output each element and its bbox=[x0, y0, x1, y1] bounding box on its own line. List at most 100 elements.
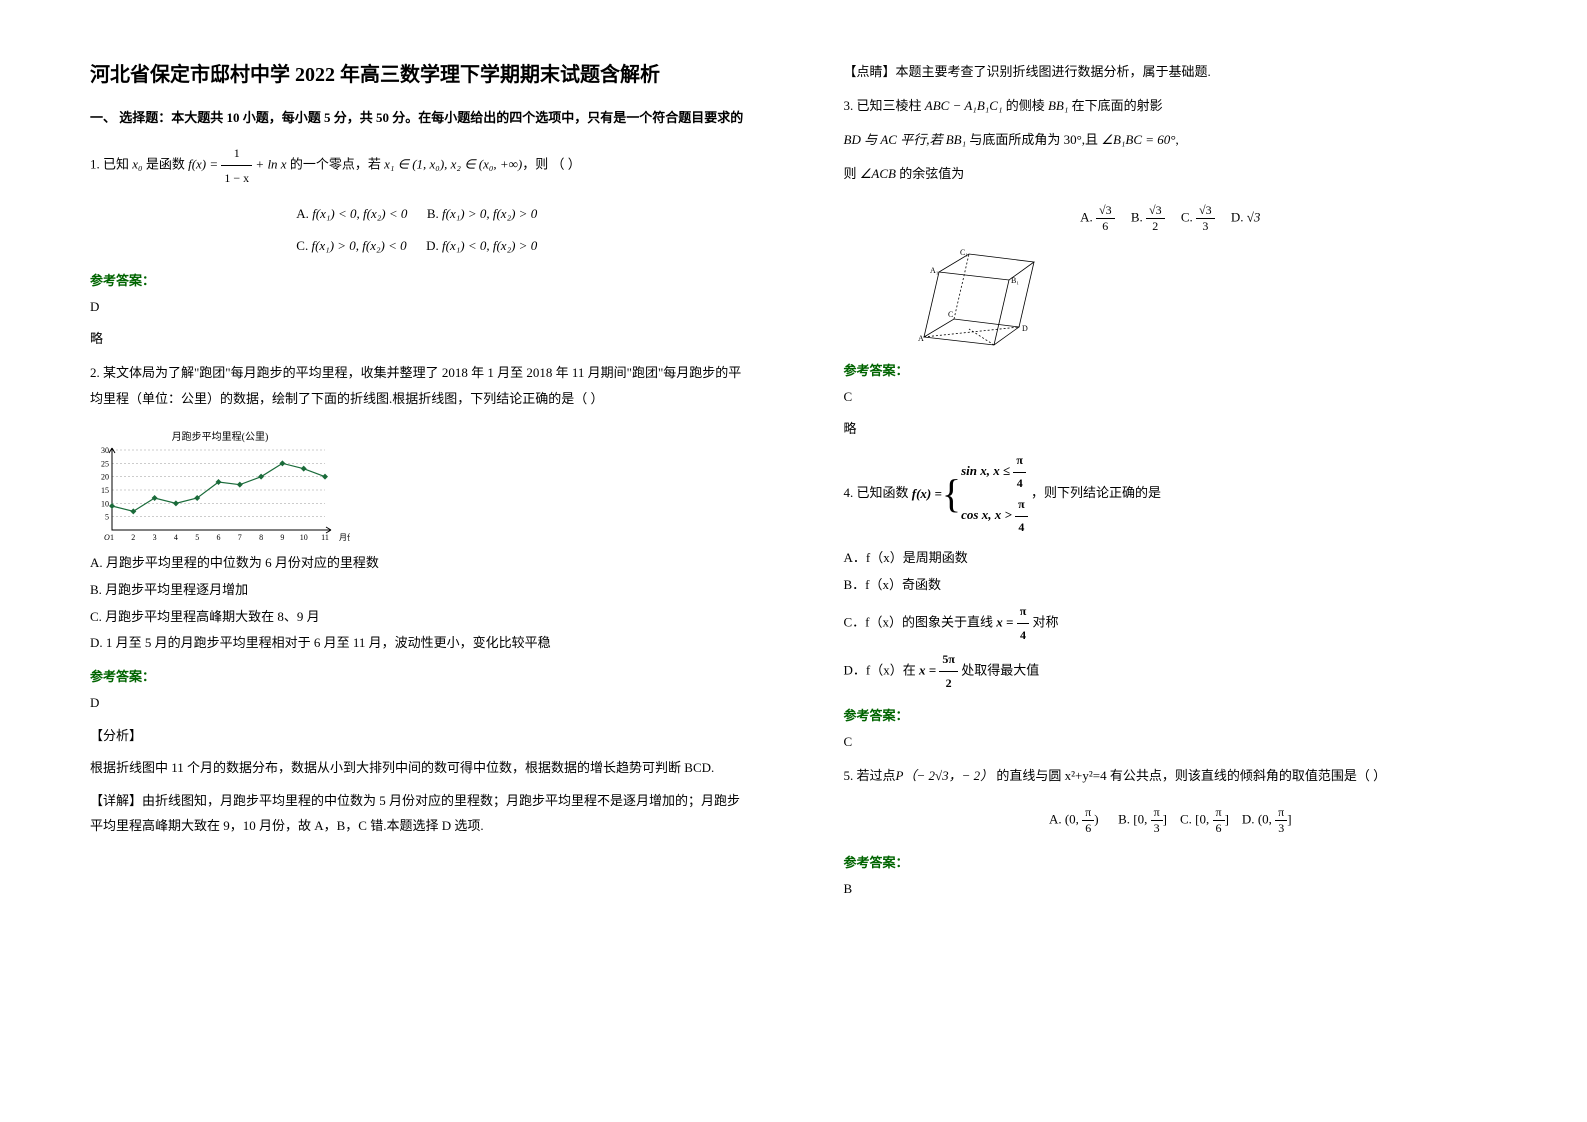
q5-optC-end: ] bbox=[1225, 811, 1229, 826]
right-column: 【点睛】本题主要考查了识别折线图进行数据分析，属于基础题. 3. 已知三棱柱 A… bbox=[794, 0, 1587, 1122]
q5-optC-den: 6 bbox=[1213, 821, 1225, 836]
svg-text:月份: 月份 bbox=[339, 532, 350, 542]
q4-optA: A．f（x）是周期函数 bbox=[844, 546, 1498, 571]
q5-mid: 的直线与圆 x²+y²=4 有公共点，则该直线的倾斜角的取值范围是（ ） bbox=[993, 768, 1386, 783]
svg-text:10: 10 bbox=[101, 500, 109, 509]
q3-line1-b: 的侧棱 bbox=[1002, 98, 1048, 113]
q4-pi4-num-2: π bbox=[1015, 494, 1028, 517]
q4-piece1: sin x, x ≤ π4 bbox=[961, 450, 1028, 494]
q3-optA-num: √3 bbox=[1096, 203, 1115, 219]
q5-optC-label: C. bbox=[1180, 811, 1195, 826]
q2-optD: D. 1 月至 5 月的月跑步平均里程相对于 6 月至 11 月，波动性更小，变… bbox=[90, 631, 744, 656]
question-5: 5. 若过点P（− 2√3，− 2） 的直线与圆 x²+y²=4 有公共点，则该… bbox=[844, 763, 1498, 789]
q3-optB-frac: √32 bbox=[1146, 203, 1165, 234]
q4-optD-eq: x = bbox=[919, 663, 939, 678]
svg-text:4: 4 bbox=[174, 533, 178, 542]
q1-optD-label: D. bbox=[426, 238, 442, 253]
q4-optC: C．f（x）的图象关于直线 x = π4 对称 bbox=[844, 600, 1498, 647]
q3-answer-label: 参考答案： bbox=[844, 360, 1498, 379]
q4-pieces: sin x, x ≤ π4 cos x, x > π4 bbox=[961, 450, 1028, 538]
q3-line3-a: 则 bbox=[844, 166, 860, 181]
q1-optA: f(x₁) < 0, f(x₂) < 0 bbox=[312, 206, 407, 221]
svg-text:O: O bbox=[104, 533, 110, 542]
q2-analysis: 根据折线图中 11 个月的数据分布，数据从小到大排列中间的数可得中位数，根据数据… bbox=[90, 756, 744, 781]
svg-text:5: 5 bbox=[195, 533, 199, 542]
q4-pi4-2: π4 bbox=[1015, 494, 1028, 538]
q3-optD: √3 bbox=[1247, 209, 1261, 224]
svg-text:11: 11 bbox=[321, 533, 329, 542]
svg-text:D: D bbox=[1022, 324, 1028, 333]
svg-text:3: 3 bbox=[153, 533, 157, 542]
q5-answer: B bbox=[844, 877, 1498, 902]
q5-optB-den: 3 bbox=[1151, 821, 1163, 836]
q5-optB-frac: π3 bbox=[1151, 805, 1163, 836]
q3-line1-c: 在下底面的射影 bbox=[1068, 98, 1162, 113]
q3-line1-a: 3. 已知三棱柱 bbox=[844, 98, 925, 113]
q1-optC: f(x₁) > 0, f(x₂) < 0 bbox=[311, 238, 406, 253]
q4-optD-b: 处取得最大值 bbox=[958, 663, 1039, 678]
q2-comment: 【点睛】本题主要考查了识别折线图进行数据分析，属于基础题. bbox=[844, 60, 1498, 85]
q3-optA-den: 6 bbox=[1096, 219, 1115, 234]
q2-answer: D bbox=[90, 691, 744, 716]
q5-optA-end: ) bbox=[1094, 811, 1098, 826]
q1-answer: D bbox=[90, 295, 744, 320]
q5-optD-label: D. bbox=[1242, 811, 1258, 826]
q3-optB-num: √3 bbox=[1146, 203, 1165, 219]
svg-text:6: 6 bbox=[217, 533, 221, 542]
q5-optC-frac: π6 bbox=[1213, 805, 1225, 836]
q3-angle: ∠B₁BC = 60° bbox=[1101, 132, 1175, 147]
q4-pi4-den-2: 4 bbox=[1015, 517, 1028, 539]
q5-optB: [0, bbox=[1133, 811, 1150, 826]
question-4: 4. 已知函数 f(x) = { sin x, x ≤ π4 cos x, x … bbox=[844, 450, 1498, 538]
q3-line2-a: BD 与 AC 平行,若 bbox=[844, 132, 946, 147]
q3-optB-label: B. bbox=[1131, 209, 1146, 224]
q1-prefix: 1. 已知 bbox=[90, 156, 132, 171]
q4-piece2-text: cos x, x > bbox=[961, 507, 1015, 522]
q3-optC-label: C. bbox=[1181, 209, 1196, 224]
q5-optD: (0, bbox=[1258, 811, 1275, 826]
svg-text:A₁: A₁ bbox=[930, 266, 939, 275]
svg-text:A: A bbox=[918, 334, 924, 343]
q4-optD-a: D．f（x）在 bbox=[844, 663, 919, 678]
q2-chart-title: 月跑步平均里程(公里) bbox=[90, 428, 350, 443]
q1-options-ab: A. f(x₁) < 0, f(x₂) < 0 B. f(x₁) > 0, f(… bbox=[90, 206, 744, 222]
q5-optD-end: ] bbox=[1287, 811, 1291, 826]
svg-text:25: 25 bbox=[101, 460, 109, 469]
q1-end: ，则 （ ） bbox=[522, 156, 581, 171]
q4-optD-frac: 5π2 bbox=[939, 648, 958, 695]
q4-optC-frac: π4 bbox=[1017, 600, 1030, 647]
svg-text:B: B bbox=[994, 346, 999, 347]
q1-frac-den: 1 − x bbox=[221, 166, 252, 190]
svg-text:30: 30 bbox=[101, 446, 109, 455]
q5-optA: (0, bbox=[1065, 811, 1082, 826]
q4-optC-den: 4 bbox=[1017, 624, 1030, 647]
q3-optA-frac: √36 bbox=[1096, 203, 1115, 234]
q3-acb: ∠ACB bbox=[860, 166, 896, 181]
svg-text:C: C bbox=[948, 310, 953, 319]
q1-optC-label: C. bbox=[296, 238, 311, 253]
q4-prefix: 4. 已知函数 bbox=[844, 485, 912, 500]
q3-optC-den: 3 bbox=[1196, 219, 1215, 234]
q3-options: A. √36 B. √32 C. √33 D. √3 bbox=[844, 203, 1498, 234]
question-2: 2. 某文体局为了解"跑团"每月跑步的平均里程，收集并整理了 2018 年 1 … bbox=[90, 360, 744, 412]
q3-line2-c: , bbox=[1176, 132, 1179, 147]
q1-frac: 11 − x bbox=[221, 141, 252, 190]
q4-optD-num: 5π bbox=[939, 648, 958, 672]
q5-answer-label: 参考答案： bbox=[844, 852, 1498, 871]
q1-answer-2: 略 bbox=[90, 327, 744, 352]
q5-optA-den: 6 bbox=[1082, 821, 1094, 836]
q3-line2-b: 与底面所成角为 30°,且 bbox=[966, 132, 1101, 147]
q5-optD-num: π bbox=[1275, 805, 1287, 821]
svg-text:8: 8 bbox=[259, 533, 263, 542]
q3-answer-2: 略 bbox=[844, 417, 1498, 442]
q1-answer-label: 参考答案： bbox=[90, 270, 744, 289]
q1-optA-label: A. bbox=[296, 206, 312, 221]
svg-text:2: 2 bbox=[131, 533, 135, 542]
prism-diagram: A B D C A₁ B₁ C₁ bbox=[904, 247, 1044, 347]
q4-optD-den: 2 bbox=[939, 672, 958, 695]
line-chart-svg: 510152025301234567891011月份O bbox=[90, 446, 350, 546]
q5-point: P（− 2√3，− 2） bbox=[896, 768, 994, 783]
q4-end: ，则下列结论正确的是 bbox=[1031, 485, 1161, 500]
q4-answer-label: 参考答案： bbox=[844, 705, 1498, 724]
q2-answer-label: 参考答案： bbox=[90, 666, 744, 685]
